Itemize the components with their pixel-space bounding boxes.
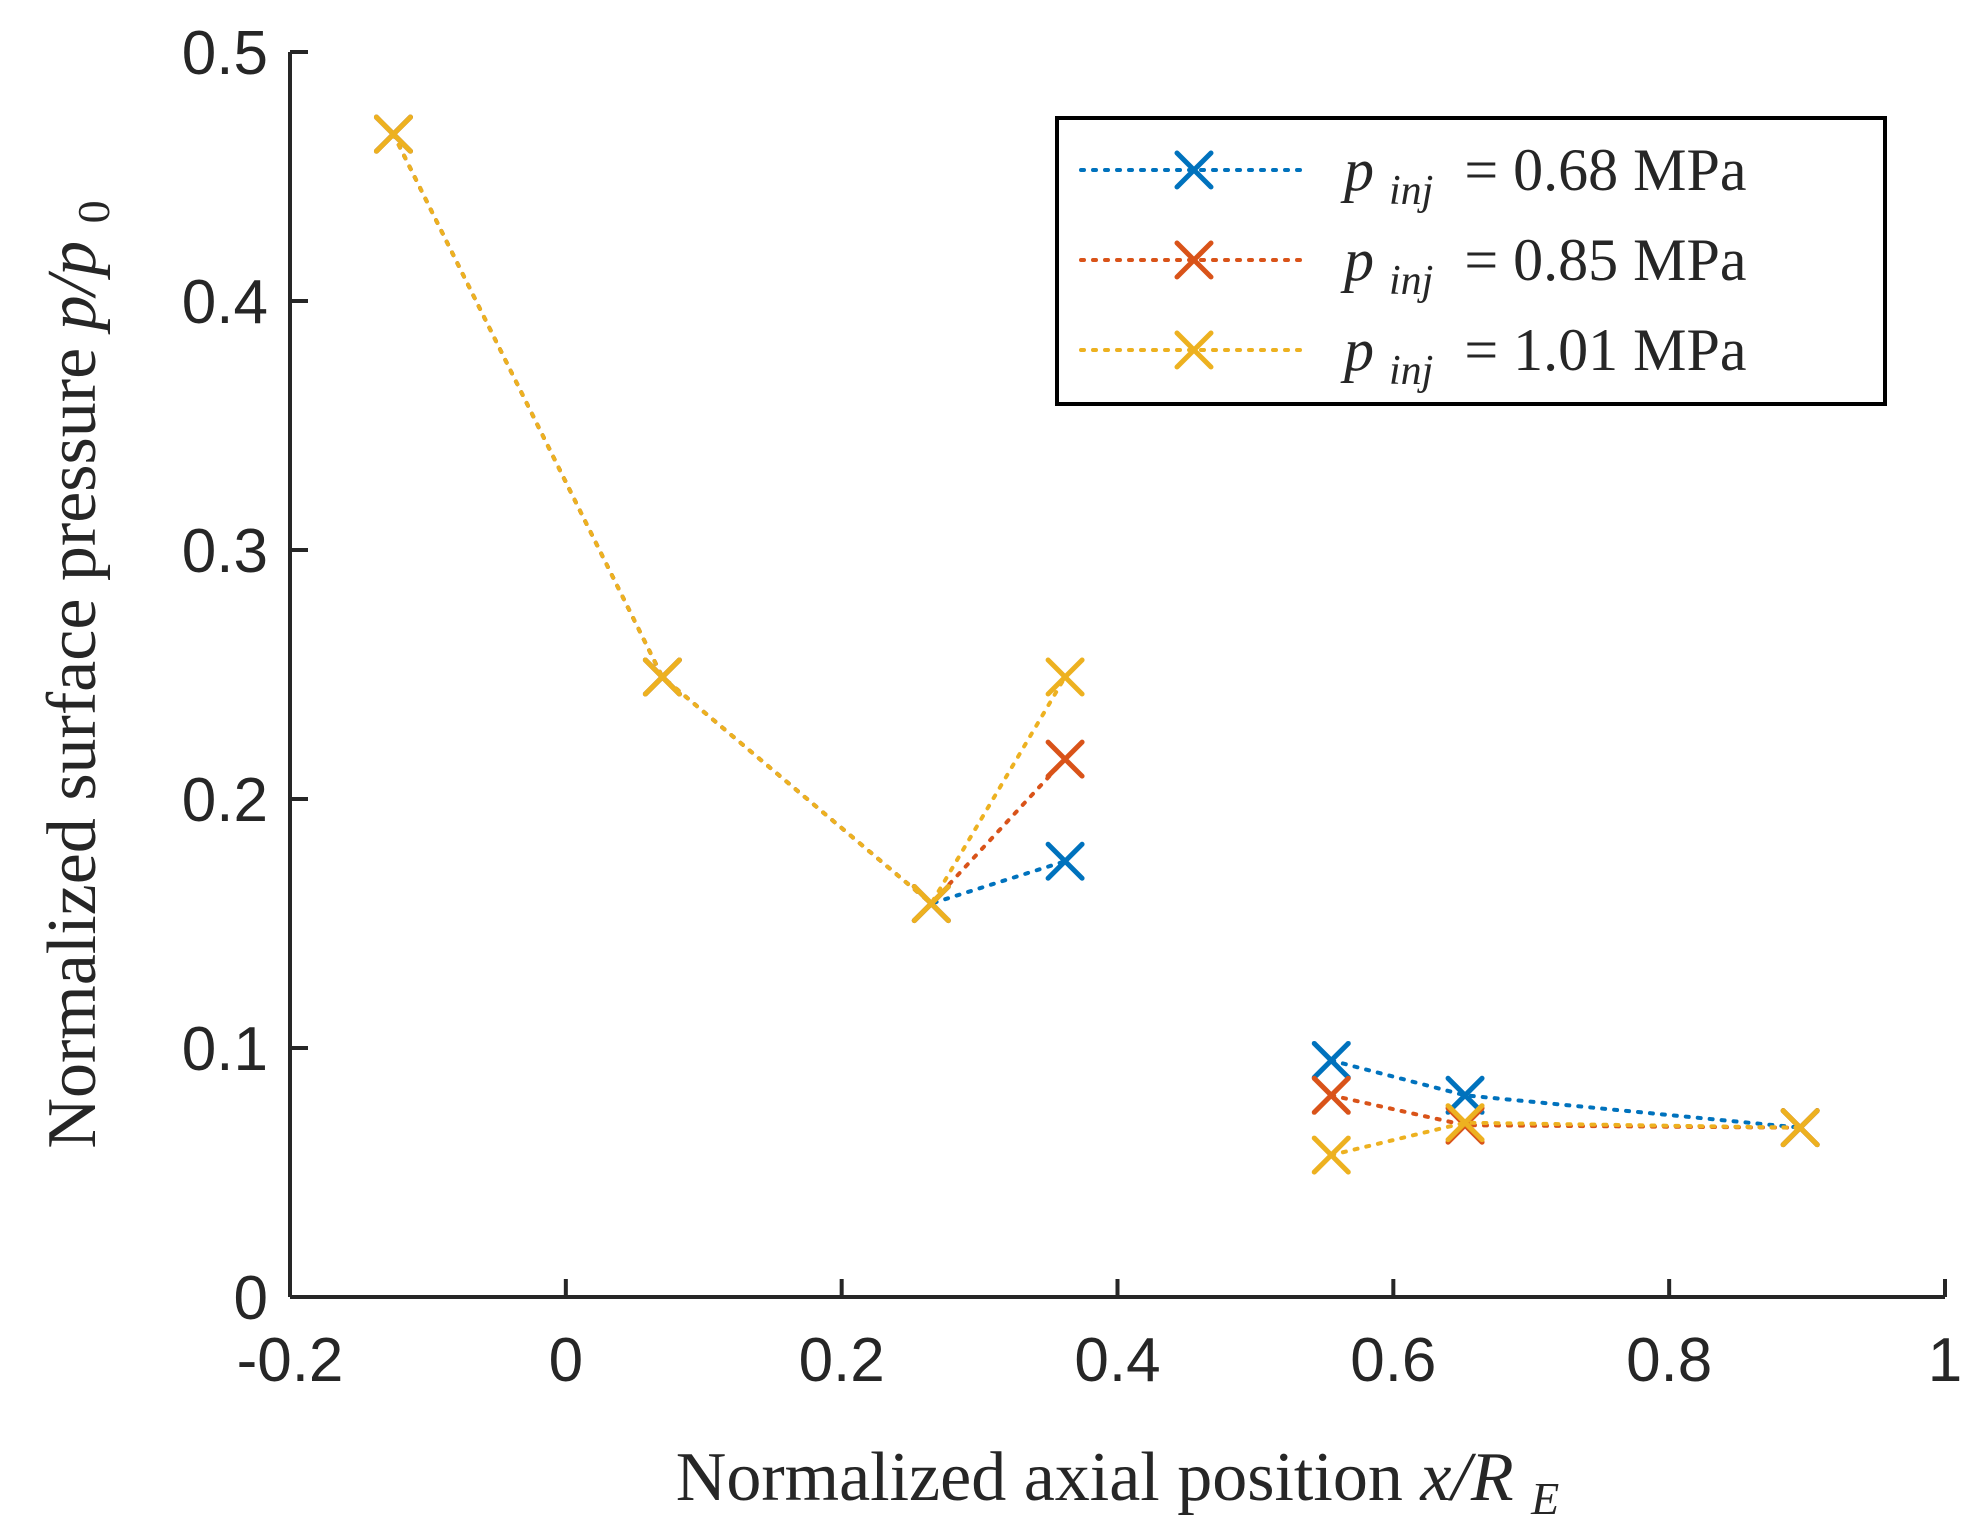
series-0-point-1-0 (1311, 1040, 1351, 1080)
series-2-point-0-2 (911, 884, 951, 924)
legend-entry-1-marker-b (1174, 240, 1214, 280)
x-axis-label-sub: E (1530, 1473, 1559, 1524)
series-1-point-1-0 (1311, 1075, 1351, 1115)
series-2-point-1-0 (1311, 1135, 1351, 1175)
series-2-point-1-1 (1445, 1103, 1485, 1143)
y-tick-label-3: 0.3 (182, 517, 268, 586)
x-axis-label-math: x/R (1419, 1439, 1513, 1516)
y-tick-label-5: 0.5 (182, 19, 268, 88)
series-2-line-1 (1329, 1120, 1803, 1158)
series-1-line-0 (391, 132, 1068, 907)
x-tick-label-6: 1 (1928, 1326, 1962, 1395)
legend-entry-2-marker-b (1174, 330, 1214, 370)
series-0-line-1 (1329, 1058, 1803, 1130)
series-2-point-0-1 (642, 657, 682, 697)
series-0-line-0 (391, 132, 1068, 906)
y-axis-label-text: Normalized surface pressure (34, 348, 111, 1149)
axes-layer: -0.2 0 0.2 0.4 0.6 0.8 100.10.20.30.40.5 (182, 19, 1962, 1395)
series-2-point-1-1-b (1445, 1103, 1485, 1143)
x-tick-label-4: 0.6 (1350, 1326, 1436, 1395)
legend-entry-2-label: p inj = 1.01 MPa (1340, 317, 1747, 397)
series-layer (373, 114, 1820, 1175)
legend: p inj = 0.68 MPa p inj = 0.85 MPa p inj … (1055, 116, 1887, 406)
y-tick-label-4: 0.4 (182, 268, 268, 337)
legend-entry-0: p inj = 0.68 MPa (1079, 137, 1747, 217)
series-2-point-0-0-b (373, 114, 413, 154)
x-tick-label-5: 0.8 (1626, 1326, 1712, 1395)
legend-entry-2: p inj = 1.01 MPa (1079, 317, 1747, 397)
series-2-point-0-0 (373, 114, 413, 154)
series-1-point-0-3-b (1045, 739, 1085, 779)
x-axis-label-text: Normalized axial position (676, 1439, 1403, 1516)
series-2-line-0 (391, 132, 1068, 907)
x-tick-label-3: 0.4 (1074, 1326, 1160, 1395)
x-tick-label-1: 0 (549, 1326, 583, 1395)
x-tick-label-0: -0.2 (237, 1326, 344, 1395)
series-2-point-1-0-b (1311, 1135, 1351, 1175)
series-1-line-1 (1329, 1093, 1803, 1130)
y-tick-label-2: 0.2 (182, 766, 268, 835)
y-axis-label-sub: 0 (68, 200, 119, 223)
series-2 (373, 114, 1820, 1175)
series-0-point-1-0-b (1311, 1040, 1351, 1080)
legend-entry-1-label: p inj = 0.85 MPa (1340, 227, 1747, 307)
series-2-point-1-2-b (1780, 1108, 1820, 1148)
series-2-point-0-2-b (911, 884, 951, 924)
series-1-point-0-3 (1045, 739, 1085, 779)
legend-entry-0-marker-b (1174, 150, 1214, 190)
x-tick-label-2: 0.2 (799, 1326, 885, 1395)
legend-entry-0-label: p inj = 0.68 MPa (1340, 137, 1747, 217)
series-0-point-0-3 (1045, 841, 1085, 881)
x-axis-label: Normalized axial position x/R E (676, 1439, 1559, 1524)
series-1-point-1-0-b (1311, 1075, 1351, 1115)
legend-entry-1-marker (1174, 240, 1214, 280)
y-tick-label-0: 0 (234, 1264, 268, 1333)
legend-entry-0-marker (1174, 150, 1214, 190)
y-axis-label-math: p/p (34, 241, 111, 335)
series-0-point-1-1 (1445, 1075, 1485, 1115)
y-axis-label: Normalized surface pressure p/p 0 (34, 200, 119, 1148)
series-2-point-0-3 (1045, 657, 1085, 697)
series-0-point-0-3-b (1045, 841, 1085, 881)
series-2-point-0-1-b (642, 657, 682, 697)
legend-entry-2-marker (1174, 330, 1214, 370)
series-0-point-1-1-b (1445, 1075, 1485, 1115)
series-2-point-0-3-b (1045, 657, 1085, 697)
y-tick-label-1: 0.1 (182, 1015, 268, 1084)
legend-entry-1: p inj = 0.85 MPa (1079, 227, 1747, 307)
series-2-point-1-2 (1780, 1108, 1820, 1148)
